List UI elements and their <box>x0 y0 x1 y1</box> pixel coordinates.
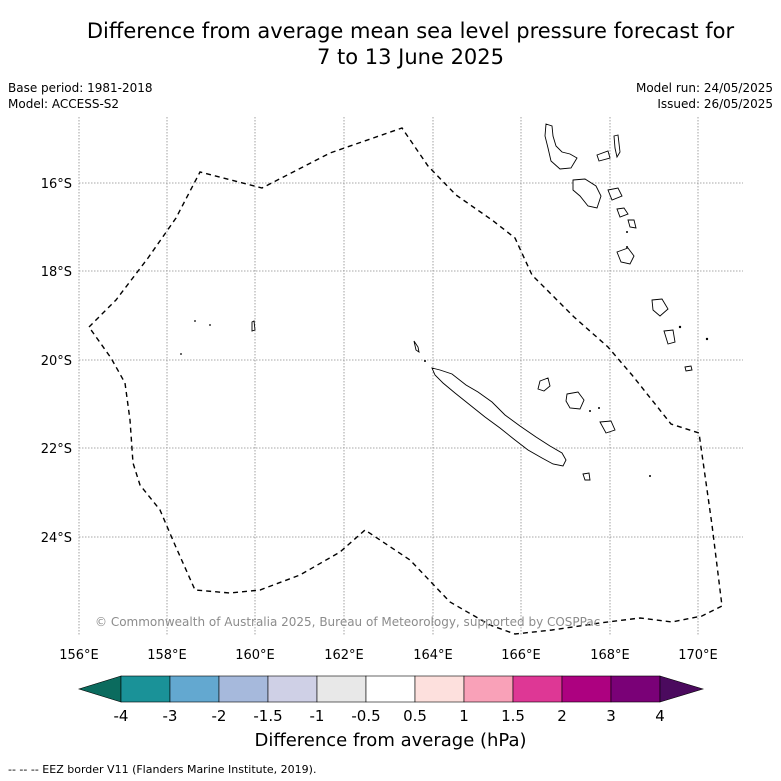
small-islets <box>180 231 709 477</box>
issued-date: Issued: 26/05/2025 <box>657 97 773 111</box>
eez-legend-text: -- -- -- EEZ border V11 (Flanders Marine… <box>8 763 317 776</box>
colorbar-tick-label: -3 <box>163 707 178 725</box>
colorbar-segment <box>365 675 416 703</box>
espiritu-santo-coastline <box>544 123 578 170</box>
meta-right: Model run: 24/05/2025 Issued: 26/05/2025 <box>636 80 773 112</box>
shepherd-island <box>627 219 637 229</box>
colorbar-segment <box>169 675 220 703</box>
erromango-island <box>651 298 669 317</box>
lon-tick-label: 160°E <box>235 648 275 663</box>
lat-tick-label: 16°S <box>41 177 72 192</box>
colorbar <box>77 675 705 703</box>
colorbar-tick-label: -0.5 <box>351 707 380 725</box>
model-run: Model run: 24/05/2025 <box>635 81 773 95</box>
epi-island <box>616 207 629 218</box>
colorbar-segment <box>414 675 465 703</box>
lifou-island <box>565 391 585 410</box>
colorbar-tick-label: 1 <box>459 707 469 725</box>
ambae-island <box>596 150 611 162</box>
ouvea-island <box>537 377 551 392</box>
mare-island <box>599 420 616 434</box>
colorbar-segment <box>512 675 563 703</box>
colorbar-segment <box>561 675 612 703</box>
colorbar-under-arrow <box>77 675 122 703</box>
lon-tick-label: 164°E <box>413 648 453 663</box>
lon-tick-label: 166°E <box>501 648 541 663</box>
colorbar-over-arrow <box>659 675 705 703</box>
grande-terre-coastline <box>431 367 567 467</box>
lon-tick-labels: 156°E 158°E 160°E 162°E 164°E 166°E 168°… <box>59 648 718 663</box>
lat-tick-label: 22°S <box>41 442 72 457</box>
base-period: Base period: 1981-2018 <box>8 81 153 95</box>
graticule <box>78 117 743 636</box>
lat-tick-labels: 16°S 18°S 20°S 22°S 24°S <box>41 177 72 546</box>
colorbar-segment <box>120 675 171 703</box>
colorbar-tick-label: 1.5 <box>501 707 525 725</box>
colorbar-tick-label: 0.5 <box>403 707 427 725</box>
colorbar-tick-labels: -4 -3 -2 -1.5 -1 -0.5 0.5 1 1.5 2 3 4 <box>114 707 665 725</box>
title-line-2: 7 to 13 June 2025 <box>316 45 505 69</box>
pentecost-island <box>607 187 623 201</box>
lon-tick-label: 170°E <box>678 648 718 663</box>
colorbar-segment <box>267 675 318 703</box>
colorbar-tick-label: -1.5 <box>253 707 282 725</box>
colorbar-segment <box>218 675 269 703</box>
colorbar-segment <box>463 675 514 703</box>
copyright-text: © Commonwealth of Australia 2025, Bureau… <box>95 615 600 629</box>
map-frame <box>78 117 743 636</box>
malekula-island <box>572 178 602 209</box>
colorbar-tick-label: 4 <box>655 707 665 725</box>
colorbar-tick-label: -1 <box>310 707 325 725</box>
chart-title: Difference from average mean sea level p… <box>40 18 781 70</box>
colorbar-segment <box>316 675 367 703</box>
colorbar-tick-label: -2 <box>212 707 227 725</box>
colorbar-segment <box>610 675 661 703</box>
eez-border <box>88 127 723 635</box>
lat-tick-label: 20°S <box>41 354 72 369</box>
lon-tick-label: 168°E <box>590 648 630 663</box>
aneityum-island <box>684 365 693 372</box>
meta-left: Base period: 1981-2018 Model: ACCESS-S2 <box>8 80 153 112</box>
lat-tick-label: 18°S <box>41 265 72 280</box>
colorbar-tick-label: -4 <box>114 707 129 725</box>
chesterfield-reef <box>251 320 256 332</box>
lon-tick-label: 162°E <box>324 648 364 663</box>
lon-tick-label: 158°E <box>147 648 187 663</box>
efate-island <box>616 247 635 265</box>
tanna-island <box>663 329 676 345</box>
colorbar-tick-label: 2 <box>557 707 567 725</box>
coastlines <box>251 123 693 481</box>
title-line-1: Difference from average mean sea level p… <box>86 19 735 43</box>
colorbar-label: Difference from average (hPa) <box>254 730 527 751</box>
isle-of-pines <box>582 472 591 481</box>
lon-tick-label: 156°E <box>59 648 99 663</box>
maewo-island <box>613 134 621 159</box>
colorbar-tick-label: 3 <box>606 707 616 725</box>
belep-island <box>413 340 420 353</box>
model-name: Model: ACCESS-S2 <box>8 97 120 111</box>
lat-tick-label: 24°S <box>41 531 72 546</box>
